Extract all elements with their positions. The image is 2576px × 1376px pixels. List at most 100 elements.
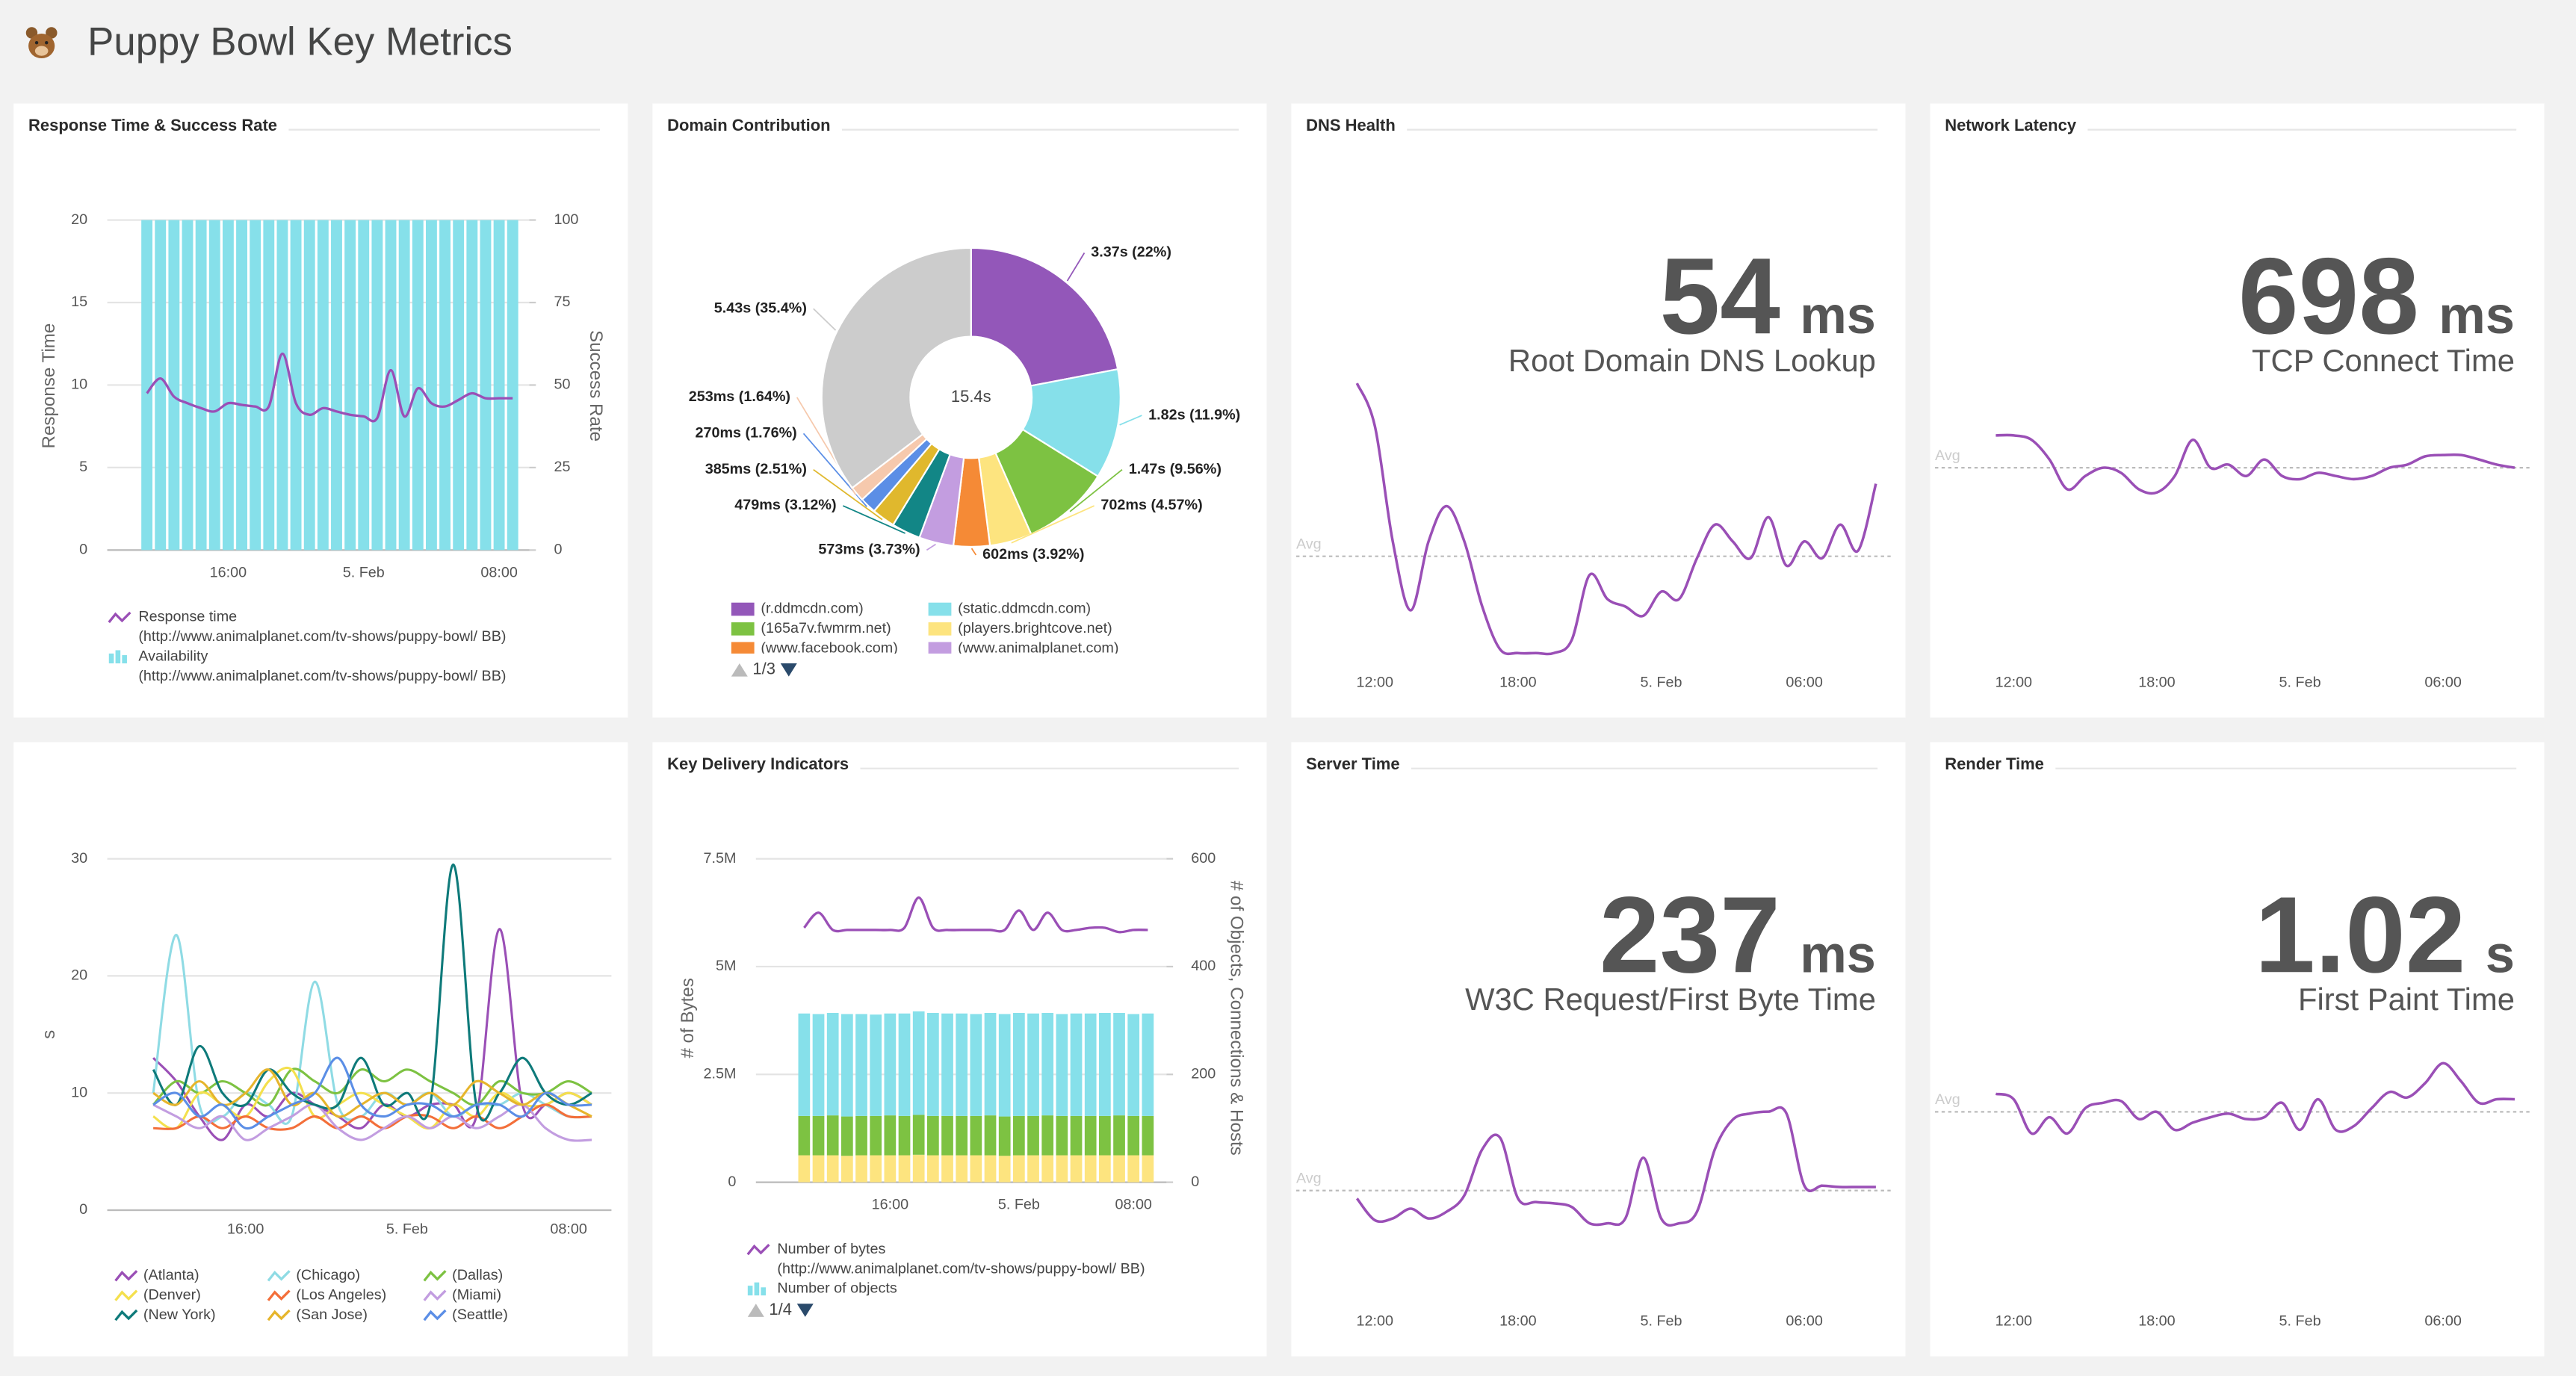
x-tick-label: 06:00 — [2424, 1313, 2461, 1330]
bar — [480, 220, 492, 551]
bar — [812, 1155, 825, 1183]
bar — [1142, 1115, 1154, 1156]
legend-icon — [423, 1289, 447, 1301]
panel — [652, 103, 1267, 718]
x-tick-label: 12:00 — [1357, 675, 1393, 691]
y-tick-label: 0 — [79, 542, 87, 558]
legend: (r.ddmcdn.com) (static.ddmcdn.com) (165a7v… — [731, 601, 1118, 656]
slice-label: 270ms (1.76%) — [696, 425, 797, 441]
page-up[interactable] — [747, 1304, 764, 1317]
x-tick-label: 16:00 — [227, 1221, 264, 1238]
legend-icon — [754, 1282, 760, 1296]
legend-icon — [108, 653, 114, 664]
bar — [141, 220, 153, 551]
legend: Number of bytes (http://www.animalplanet.… — [746, 1241, 1145, 1297]
legend-label: (r.ddmcdn.com) — [761, 601, 863, 617]
legend-icon — [747, 1286, 753, 1296]
bar — [1142, 1013, 1154, 1116]
line — [152, 863, 592, 1122]
x-tick-label: 12:00 — [1996, 675, 2032, 691]
bar — [1113, 1155, 1125, 1183]
bar — [1056, 1014, 1068, 1116]
line — [1995, 1062, 2515, 1135]
avg-label: Avg — [1935, 447, 1960, 464]
bar — [855, 1155, 867, 1183]
legend-label: (www.animalplanet.com) — [958, 639, 1118, 656]
page-up[interactable] — [731, 663, 748, 677]
x-tick-label: 12:00 — [1357, 1313, 1393, 1330]
bar — [344, 220, 356, 551]
bar — [439, 220, 451, 551]
bar — [1084, 1013, 1097, 1116]
legend: Response time (http://www.animalplanet.co… — [108, 609, 506, 684]
legend-label: (Seattle) — [452, 1307, 508, 1323]
legend-label: (www.facebook.com) — [761, 639, 897, 656]
slice-label: 573ms (3.73%) — [818, 542, 920, 558]
line — [1355, 1106, 1876, 1227]
bar — [956, 1013, 968, 1116]
legend-source: (http://www.animalplanet.com/tv-shows/pu… — [138, 628, 506, 645]
bar — [1056, 1115, 1068, 1156]
y-tick-label: 0 — [1191, 1174, 1199, 1190]
kpi-subtitle: TCP Connect Time — [2252, 343, 2515, 378]
bar — [798, 1115, 811, 1156]
bar — [984, 1013, 997, 1116]
legend-swatch — [928, 622, 952, 636]
line — [1355, 382, 1877, 656]
bar — [1070, 1155, 1083, 1183]
y-tick-label: 10 — [71, 376, 87, 393]
x-tick-label: 06:00 — [1786, 675, 1822, 691]
legend-swatch — [731, 602, 755, 616]
bar — [912, 1011, 925, 1115]
x-tick-label: 18:00 — [2138, 1313, 2175, 1330]
y-tick-label: 7.5M — [703, 850, 736, 867]
y-tick-label: 75 — [554, 294, 570, 310]
y-tick-label: 30 — [71, 850, 87, 867]
legend-label: (Miami) — [452, 1287, 501, 1304]
bar — [855, 1115, 867, 1156]
page-down[interactable] — [780, 663, 797, 677]
y-axis-label: Response Time — [39, 323, 59, 449]
kpi-subtitle: Root Domain DNS Lookup — [1508, 343, 1876, 378]
y-tick-label: 20 — [71, 967, 87, 984]
legend-icon — [423, 1270, 447, 1282]
legend-label: Number of objects — [777, 1280, 897, 1297]
bar — [840, 1116, 853, 1156]
bar — [941, 1013, 953, 1116]
bar — [290, 220, 302, 551]
y-tick-label: 600 — [1191, 850, 1216, 867]
kpi-unit: ms — [1800, 285, 1876, 344]
bar — [1041, 1155, 1054, 1183]
bar — [970, 1014, 982, 1116]
leader-line — [842, 505, 905, 534]
legend-swatch — [928, 602, 952, 616]
bar — [168, 220, 180, 551]
bar — [1027, 1155, 1039, 1183]
bar — [1013, 1155, 1025, 1183]
legend-label: (San Jose) — [296, 1307, 368, 1323]
bar — [1027, 1013, 1039, 1116]
x-tick-label: 08:00 — [550, 1221, 586, 1238]
y-tick-label: 5M — [716, 958, 736, 974]
y-tick-label: 2.5M — [703, 1066, 736, 1082]
bar — [317, 220, 329, 551]
legend-source: (http://www.animalplanet.com/tv-shows/pu… — [138, 668, 506, 684]
x-tick-label: 5. Feb — [2279, 1313, 2321, 1330]
legend-icon — [746, 1243, 770, 1256]
avg-label: Avg — [1296, 1171, 1322, 1187]
x-tick-label: 5. Feb — [998, 1197, 1040, 1213]
bar — [1070, 1013, 1083, 1116]
kpi-value: 237 ms — [1600, 874, 1876, 995]
legend-label: Number of bytes — [777, 1241, 885, 1257]
line — [1996, 433, 2515, 495]
y2-axis-label: Success Rate — [586, 330, 606, 441]
page-down[interactable] — [796, 1304, 814, 1317]
logo — [25, 27, 58, 59]
kpi-value: 1.02 s — [2255, 874, 2515, 995]
panel — [13, 742, 628, 1357]
slice-label: 1.82s (11.9%) — [1148, 406, 1240, 423]
bar — [912, 1115, 925, 1155]
legend-icon — [115, 650, 121, 664]
slice-label: 602ms (3.92%) — [982, 546, 1084, 563]
